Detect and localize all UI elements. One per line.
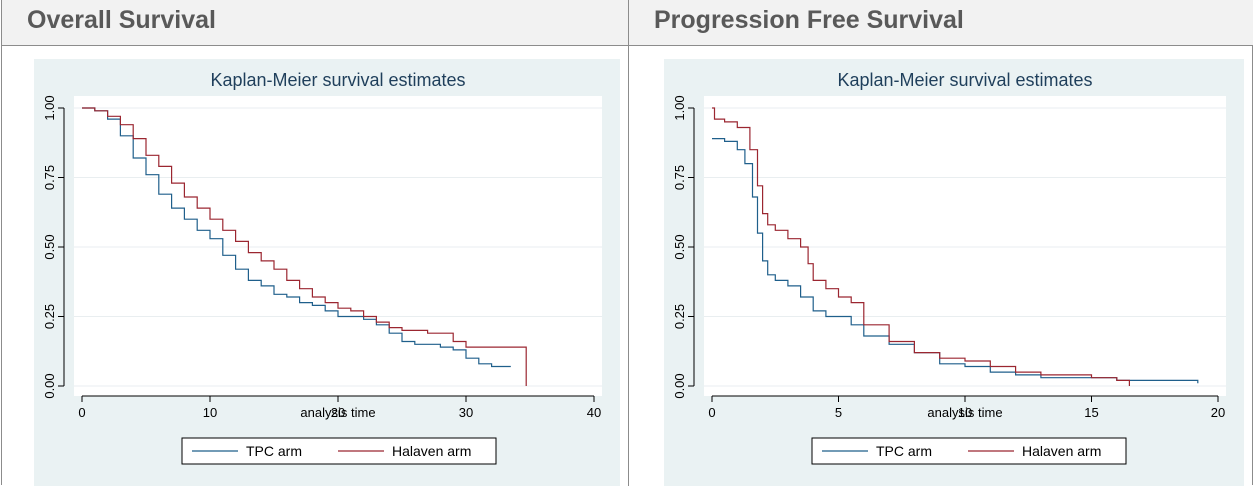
x-tick-label: 10 — [958, 405, 972, 420]
y-tick-label: 0.25 — [42, 304, 57, 329]
plot-region — [704, 96, 1226, 396]
x-tick-label: 20 — [331, 405, 345, 420]
progression-free-survival-header: Progression Free Survival — [629, 0, 1253, 46]
x-tick-label: 30 — [459, 405, 473, 420]
y-tick-label: 1.00 — [42, 95, 57, 120]
y-tick-label: 1.00 — [672, 95, 687, 120]
series-line-halaven-arm — [712, 107, 1130, 386]
os-km-chart: Kaplan-Meier survival estimates 0.00 0.25 0… — [42, 70, 602, 465]
pfs-km-chart: Kaplan-Meier survival estimates 0.00 0.25 0… — [672, 70, 1226, 465]
overall-survival-header: Overall Survival — [2, 0, 628, 46]
y-tick-label: 0.75 — [672, 165, 687, 190]
x-tick-label: 15 — [1084, 405, 1098, 420]
x-tick-label: 40 — [587, 405, 601, 420]
series-line-halaven-arm — [82, 107, 527, 386]
series-line-tpc-arm — [712, 138, 1199, 384]
pfs-panel: Kaplan-Meier survival estimates 0.00 0.25 0… — [664, 59, 1244, 486]
legend-label-halaven-arm: Halaven arm — [1022, 443, 1101, 459]
series-line-tpc-arm — [82, 107, 511, 368]
plot-region — [74, 96, 602, 396]
chart-title: Kaplan-Meier survival estimates — [837, 70, 1092, 90]
x-tick-label: 0 — [708, 405, 715, 420]
y-tick-label: 0.50 — [42, 234, 57, 259]
x-tick-label: 0 — [78, 405, 85, 420]
y-tick-label: 0.00 — [42, 373, 57, 398]
legend-label-halaven-arm: Halaven arm — [392, 443, 471, 459]
chart-title: Kaplan-Meier survival estimates — [210, 70, 465, 90]
overall-survival-title: Overall Survival — [27, 6, 217, 34]
y-tick-label: 0.75 — [42, 165, 57, 190]
x-tick-label: 5 — [835, 405, 842, 420]
legend-label-tpc-arm: TPC arm — [876, 443, 932, 459]
x-axis-label: analysis time — [927, 405, 1002, 420]
y-tick-label: 0.50 — [672, 234, 687, 259]
x-tick-label: 20 — [1211, 405, 1225, 420]
legend-label-tpc-arm: TPC arm — [246, 443, 302, 459]
os-panel: Kaplan-Meier survival estimates 0.00 0.25 0… — [34, 59, 620, 486]
x-tick-label: 10 — [203, 405, 217, 420]
y-tick-label: 0.00 — [672, 373, 687, 398]
progression-free-survival-title: Progression Free Survival — [654, 6, 964, 34]
y-tick-label: 0.25 — [672, 304, 687, 329]
x-axis-label: analysis time — [300, 405, 375, 420]
column-divider — [628, 0, 629, 486]
